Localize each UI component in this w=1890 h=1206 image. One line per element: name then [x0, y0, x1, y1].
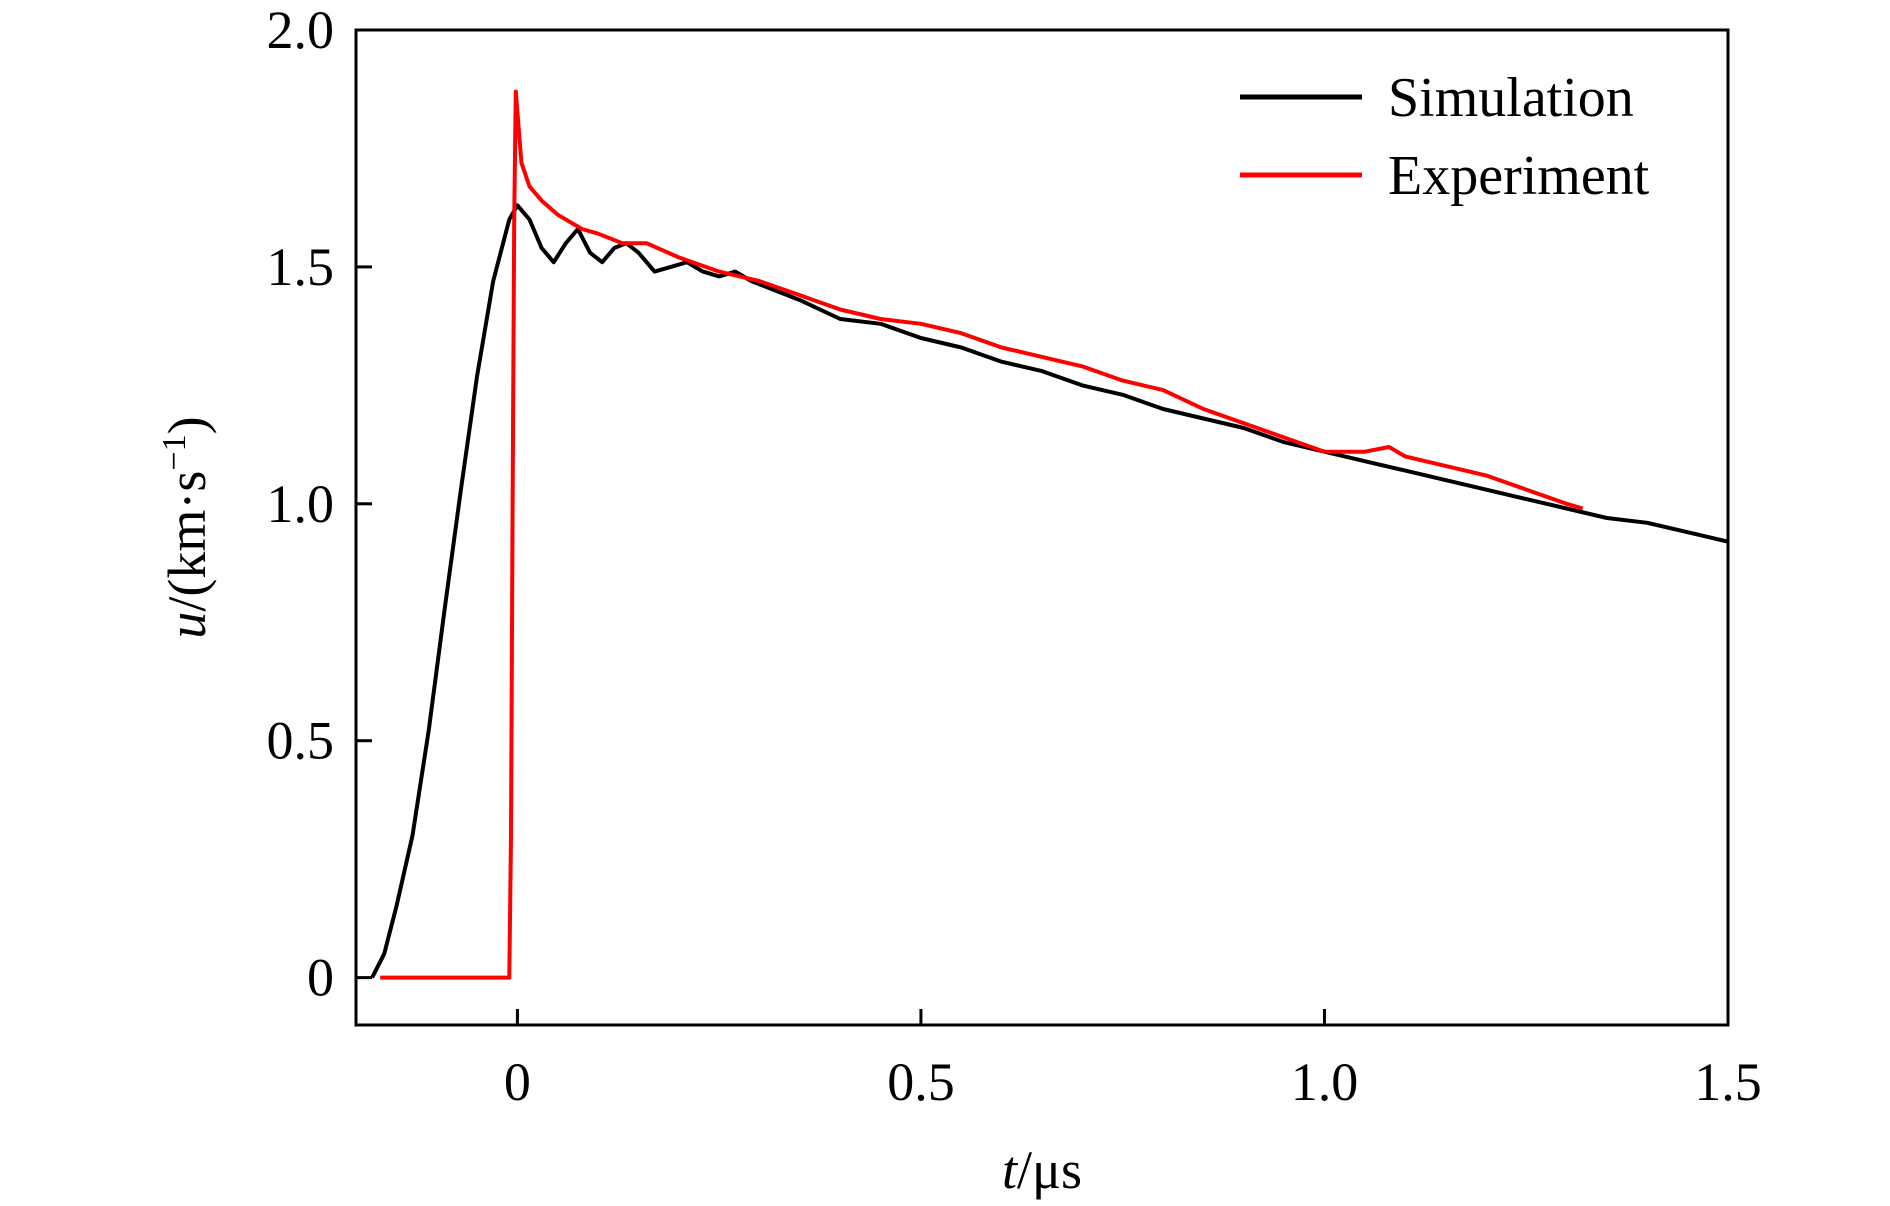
y-tick-label: 0.5	[267, 711, 335, 771]
y-axis-title: u/(km·s−1)	[156, 416, 217, 638]
y-tick-label: 2.0	[267, 0, 335, 60]
x-tick-label: 0	[504, 1052, 531, 1112]
y-tick-label: 1.5	[267, 237, 335, 297]
series-line-experiment	[380, 89, 1584, 980]
x-axis-unit: /μs	[1017, 1140, 1082, 1200]
y-axis-unit-sup: −1	[156, 434, 193, 470]
x-tick-label: 0.5	[887, 1052, 955, 1112]
y-axis-var: u	[157, 612, 217, 639]
x-tick-label: 1.0	[1291, 1052, 1359, 1112]
x-axis-title: t/μs	[1002, 1140, 1082, 1200]
series-layer	[370, 89, 1729, 980]
legend-label-simulation: Simulation	[1388, 67, 1634, 129]
x-axis: 0 0.5 1.0 1.5	[504, 1009, 1762, 1112]
y-axis: 0 0.5 1.0 1.5 2.0	[267, 0, 372, 1008]
plot-frame	[354, 28, 1730, 1027]
x-axis-var: t	[1002, 1140, 1019, 1200]
series-line-simulation	[370, 203, 1729, 979]
y-axis-unit-pre: /(km·s	[157, 471, 217, 612]
legend-label-experiment: Experiment	[1388, 145, 1650, 207]
legend: Simulation Experiment	[1240, 67, 1650, 207]
x-tick-label: 1.5	[1694, 1052, 1762, 1112]
y-tick-label: 1.0	[267, 474, 335, 534]
y-tick-label: 0	[307, 948, 334, 1008]
y-axis-unit-post: )	[157, 416, 217, 434]
